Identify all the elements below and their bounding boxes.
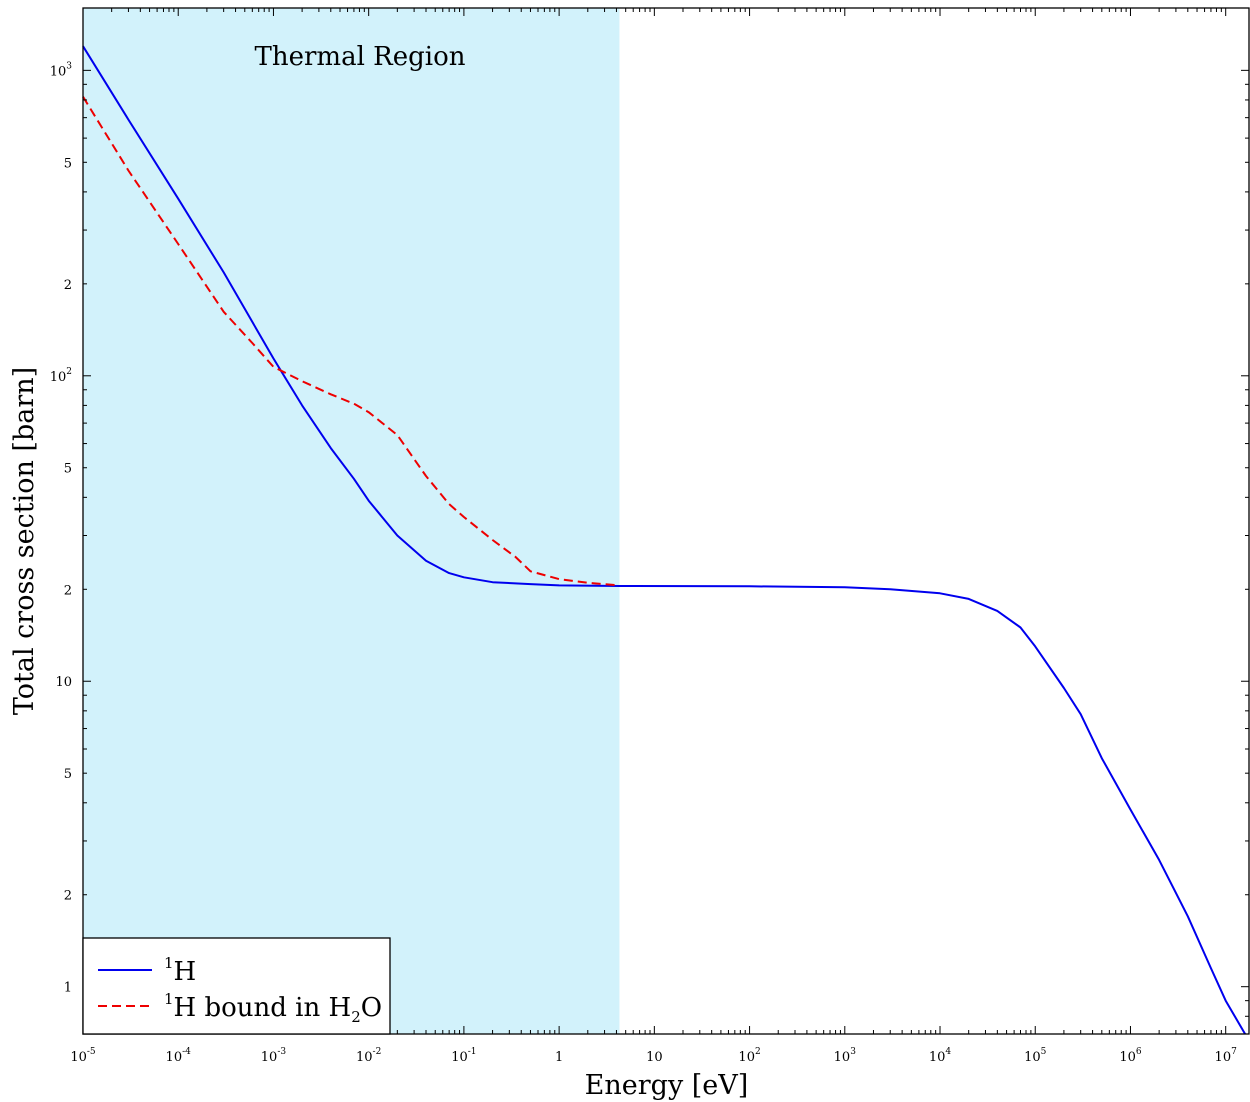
x-tick-label: 102 [738, 1047, 760, 1065]
shaded-region-layer [83, 8, 620, 1034]
legend-label: 1H [164, 954, 196, 987]
x-tick-label: 10-2 [356, 1047, 381, 1065]
x-axis-title: Energy [eV] [585, 1070, 749, 1101]
thermal-region-label: Thermal Region [255, 42, 466, 72]
y-tick-label: 10 [55, 675, 72, 690]
x-tick-label: 10-1 [451, 1047, 476, 1065]
x-tick-label: 10-4 [166, 1047, 192, 1065]
y-tick-label: 5 [64, 767, 72, 782]
series-line-h1-bound-in-h2o [82, 96, 620, 587]
x-tick-label: 10 [646, 1050, 663, 1065]
y-tick-label: 5 [64, 156, 72, 171]
series-layer [82, 45, 1246, 1035]
plot-frame [82, 7, 1250, 1035]
y-tick-label: 2 [64, 889, 72, 904]
y-axis-title: Total cross section [barn] [9, 367, 40, 715]
x-tick-label: 1 [555, 1050, 563, 1065]
x-tick-label: 10-5 [70, 1047, 96, 1065]
legend-label: 1H bound in H2O [164, 990, 382, 1026]
x-tick-labels: 10-5 10-4 10-3 10-2 10-1 1 10 102 103 104 105 106 10… [70, 1047, 1237, 1065]
y-tick-label: 2 [64, 278, 72, 293]
x-tick-label: 105 [1024, 1047, 1047, 1065]
y-tick-label: 2 [64, 583, 72, 598]
thermal-region-shade [83, 8, 620, 1034]
y-tick-label: 1 [64, 981, 72, 996]
x-tick-label: 107 [1215, 1047, 1238, 1065]
x-tick-label: 106 [1119, 1047, 1142, 1065]
x-tick-label: 104 [929, 1047, 952, 1065]
y-tick-label: 103 [50, 61, 73, 79]
legend-box [82, 937, 391, 1035]
x-tick-label: 103 [834, 1047, 857, 1065]
x-tick-label: 10-3 [261, 1047, 287, 1065]
tick-marks [82, 8, 1249, 1035]
series-line-h1 [82, 45, 1246, 1035]
y-tick-label: 102 [50, 367, 72, 385]
y-tick-label: 5 [64, 462, 72, 477]
